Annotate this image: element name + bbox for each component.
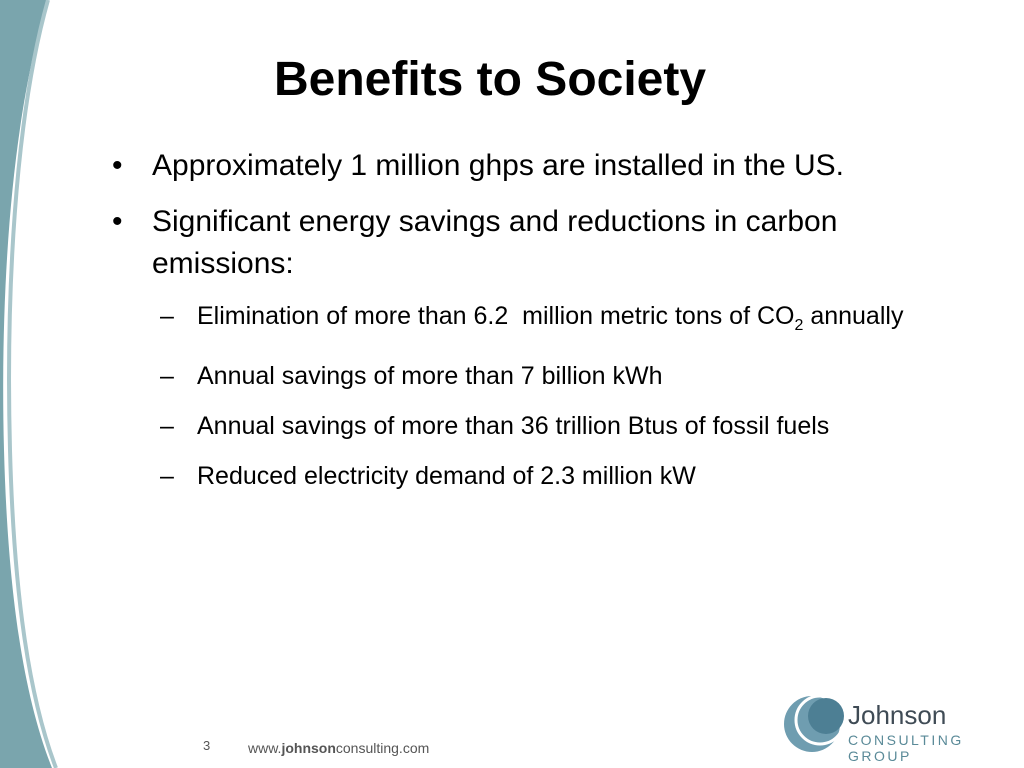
bullet-list: Approximately 1 million ghps are install…: [112, 145, 932, 509]
sub-text: annually: [803, 302, 904, 330]
url-part: www.: [248, 740, 282, 756]
sub-text: Elimination of more than 6.2 million met…: [197, 302, 795, 330]
page-number: 3: [203, 738, 211, 753]
footer-url: www.johnsonconsulting.com: [248, 740, 429, 756]
side-band: [0, 0, 52, 768]
bullet-text: Significant energy savings and reduction…: [152, 205, 838, 280]
sub-list: Elimination of more than 6.2 million met…: [152, 297, 932, 495]
sub-text: Annual savings of more than 7 billion kW…: [197, 362, 663, 390]
bullet: Approximately 1 million ghps are install…: [112, 145, 932, 187]
sub-text: Reduced electricity demand of 2.3 millio…: [197, 462, 696, 490]
side-band-edge: [7, 0, 58, 768]
sub-text: Annual savings of more than 36 trillion …: [197, 412, 830, 440]
subscript: 2: [794, 317, 804, 334]
sub-bullet: Elimination of more than 6.2 million met…: [152, 297, 932, 345]
sub-bullet: Annual savings of more than 36 trillion …: [152, 407, 932, 445]
logo-tagline: CONSULTING GROUP: [848, 732, 964, 764]
sub-bullet: Reduced electricity demand of 2.3 millio…: [152, 457, 932, 495]
logo-ring: [794, 694, 846, 746]
bullet: Significant energy savings and reduction…: [112, 201, 932, 495]
slide-title: Benefits to Society: [273, 53, 707, 106]
logo-core: [808, 698, 844, 734]
logo-name: Johnson: [848, 700, 947, 730]
url-part: consulting.com: [335, 740, 430, 756]
sub-bullet: Annual savings of more than 7 billion kW…: [152, 357, 932, 395]
bullet-text: Approximately 1 million ghps are install…: [152, 149, 845, 182]
url-part: johnson: [281, 740, 336, 756]
